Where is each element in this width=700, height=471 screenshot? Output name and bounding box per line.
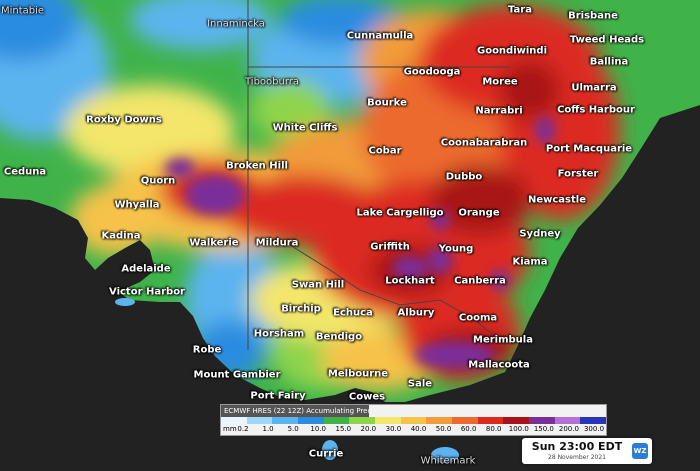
legend-tick-label: 80.0 bbox=[485, 425, 502, 433]
legend-swatch bbox=[349, 417, 376, 424]
town-label: Dubbo bbox=[445, 171, 483, 183]
town-label: Ballina bbox=[589, 56, 629, 68]
town-label: Cunnamulla bbox=[346, 30, 414, 42]
legend-swatch bbox=[298, 417, 324, 424]
town-label: Ceduna bbox=[3, 166, 47, 178]
town-label: Canberra bbox=[454, 275, 506, 287]
town-label: Roxby Downs bbox=[86, 114, 162, 126]
town-label: Kiama bbox=[512, 256, 548, 268]
legend-ticks: mm 0.2 1.0 5.0 10.0 15.0 20.0 30.0 40.0 50.0 60.0… bbox=[221, 425, 606, 435]
legend-title: ECMWF HRES (22 12Z) Accumulating Precip. bbox=[221, 405, 369, 417]
timestamp-box: Sun 23:00 EDT 28 November 2021 WZ bbox=[522, 438, 652, 464]
town-label: Mildura bbox=[255, 237, 299, 249]
town-label: Sale bbox=[407, 378, 433, 390]
town-label: Lockhart bbox=[385, 275, 435, 287]
legend-tick-label: 60.0 bbox=[460, 425, 477, 433]
precip-legend: ECMWF HRES (22 12Z) Accumulating Precip.… bbox=[220, 404, 607, 436]
town-label: Melbourne bbox=[327, 368, 389, 380]
legend-color-bar bbox=[221, 417, 607, 424]
town-label: Kadina bbox=[101, 230, 141, 242]
town-label: Brisbane bbox=[568, 10, 618, 22]
town-label: Ulmarra bbox=[571, 82, 617, 94]
legend-tick-label: 50.0 bbox=[435, 425, 452, 433]
town-label: Echuca bbox=[333, 307, 373, 319]
town-label: Walkerie bbox=[189, 237, 239, 249]
town-label: Sydney bbox=[519, 228, 561, 240]
town-label: Lake Cargelligo bbox=[356, 207, 444, 219]
town-label: Robe bbox=[192, 344, 222, 356]
town-label: Whyalla bbox=[114, 199, 160, 211]
town-label: Tibooburra bbox=[244, 76, 300, 88]
town-label: Port Macquarie bbox=[545, 143, 633, 155]
legend-tick-label: 300.0 bbox=[583, 425, 605, 433]
legend-swatch bbox=[580, 417, 607, 424]
town-label: Coonabarabran bbox=[440, 137, 528, 149]
legend-tick-label: 10.0 bbox=[310, 425, 326, 433]
legend-swatch bbox=[452, 417, 478, 424]
town-label: Tweed Heads bbox=[569, 34, 645, 46]
town-label: Bendigo bbox=[315, 331, 363, 343]
town-label: Albury bbox=[397, 307, 435, 319]
legend-swatch bbox=[375, 417, 401, 424]
town-label: Innamincka bbox=[207, 18, 265, 30]
town-label: Bourke bbox=[367, 97, 407, 109]
legend-swatch bbox=[529, 417, 555, 424]
town-label: Cowes bbox=[348, 391, 386, 403]
legend-swatch bbox=[503, 417, 530, 424]
town-label: Port Fairy bbox=[250, 390, 306, 402]
legend-swatch bbox=[272, 417, 299, 424]
town-label: Coffs Harbour bbox=[557, 104, 635, 116]
town-label: Victor Harbor bbox=[109, 286, 185, 298]
town-label: Adelaide bbox=[121, 263, 171, 275]
legend-tick-label: 40.0 bbox=[410, 425, 427, 433]
town-label: Broken Hill bbox=[226, 160, 288, 172]
town-label: Tara bbox=[508, 4, 532, 16]
town-label: Quorn bbox=[140, 175, 176, 187]
legend-swatch bbox=[400, 417, 427, 424]
legend-tick-label: 0.2 bbox=[237, 425, 249, 433]
town-label: Merimbula bbox=[473, 334, 533, 346]
town-label: Young bbox=[438, 243, 474, 255]
town-label: Narrabri bbox=[475, 105, 523, 117]
legend-tick-label: 200.0 bbox=[558, 425, 579, 433]
town-label: Swan Hill bbox=[291, 279, 345, 291]
legend-tick-label: 100.0 bbox=[508, 425, 529, 433]
legend-tick-label: 5.0 bbox=[287, 425, 299, 433]
town-label: White Cliffs bbox=[272, 122, 338, 134]
town-label: Orange bbox=[458, 207, 500, 219]
legend-tick-label: 15.0 bbox=[335, 425, 352, 433]
town-label: Goondiwindi bbox=[476, 45, 548, 57]
legend-tick-label: 150.0 bbox=[533, 425, 554, 433]
legend-swatch bbox=[246, 417, 273, 424]
legend-swatch bbox=[323, 417, 350, 424]
town-label: Currie bbox=[308, 448, 344, 460]
town-label: Griffith bbox=[370, 241, 410, 253]
town-label: Goodooga bbox=[403, 66, 461, 78]
town-label: Mount Gambier bbox=[193, 369, 281, 381]
town-label: Cobar bbox=[368, 145, 402, 157]
town-label: Moree bbox=[482, 76, 518, 88]
legend-swatch bbox=[221, 417, 247, 424]
town-label: Mallacoota bbox=[468, 359, 530, 371]
legend-unit: mm bbox=[223, 425, 237, 433]
town-label: Newcastle bbox=[527, 194, 587, 206]
weatherzone-logo-icon: WZ bbox=[632, 443, 648, 459]
town-label: Mintabie bbox=[0, 5, 45, 17]
legend-swatch bbox=[477, 417, 504, 424]
town-label: Birchip bbox=[281, 303, 321, 315]
legend-swatch bbox=[554, 417, 581, 424]
legend-tick-label: 20.0 bbox=[360, 425, 377, 433]
forecast-date: 28 November 2021 bbox=[548, 454, 606, 461]
town-label: Cooma bbox=[458, 312, 498, 324]
forecast-time: Sun 23:00 EDT bbox=[531, 440, 623, 453]
town-label: Horsham bbox=[253, 328, 305, 340]
legend-tick-label: 30.0 bbox=[385, 425, 402, 433]
town-label: Whitemark bbox=[420, 455, 476, 467]
town-label: Forster bbox=[557, 168, 599, 180]
legend-swatch bbox=[426, 417, 453, 424]
legend-tick-label: 1.0 bbox=[262, 425, 274, 433]
